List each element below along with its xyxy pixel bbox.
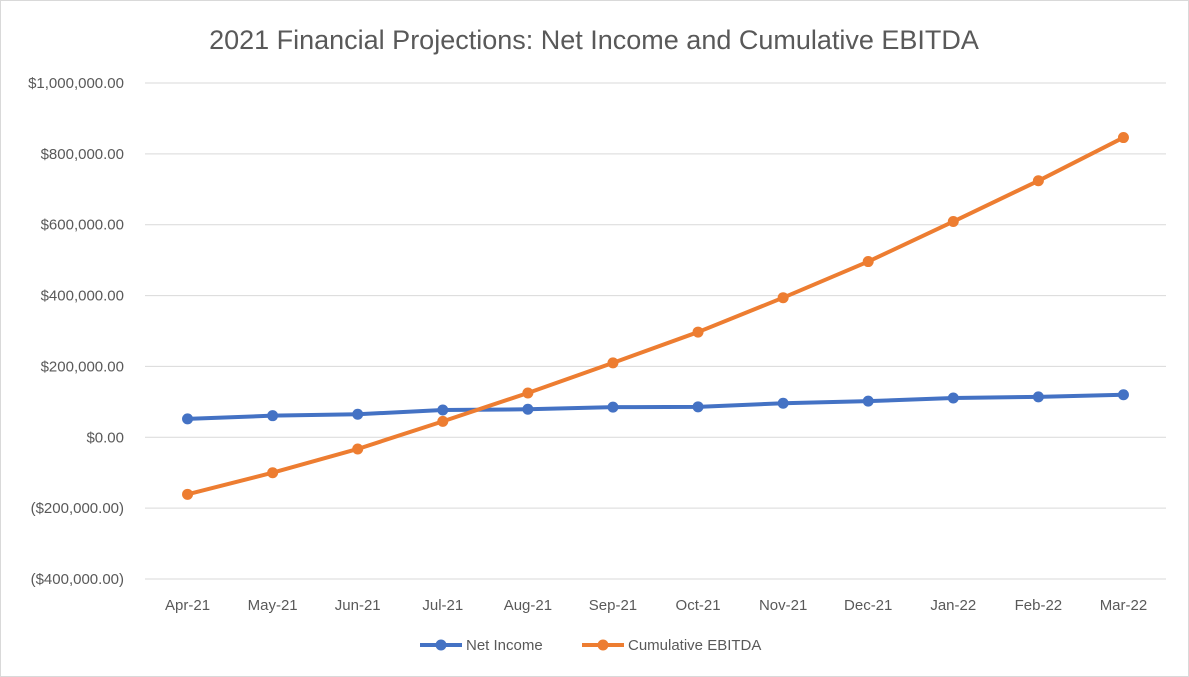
x-tick-label: May-21 [248,597,298,614]
x-tick-label: Aug-21 [504,597,552,614]
data-point [862,256,874,268]
x-tick-label: Jan-22 [930,597,976,614]
legend: Net Income Cumulative EBITDA [420,637,761,654]
chart-title: 2021 Financial Projections: Net Income a… [209,25,979,55]
y-tick-label: $1,000,000.00 [28,75,124,92]
data-point [1032,175,1044,187]
x-tick-label: Oct-21 [676,597,721,614]
data-point [1117,389,1129,401]
data-point [267,467,279,479]
y-tick-label: $0.00 [86,429,124,446]
legend-point-marker [597,639,609,651]
x-tick-label: Jun-21 [335,597,381,614]
data-point [777,292,789,304]
y-tick-label: $600,000.00 [41,217,124,234]
series-line [185,392,1126,421]
y-tick-label: $400,000.00 [41,288,124,305]
data-point [607,357,619,369]
series-cumulative-ebitda [182,132,1129,500]
legend-point-marker [435,639,447,651]
y-axis-tick-labels: ($400,000.00) ($200,000.00) $0.00 $200,000.… [28,75,124,588]
data-point [777,397,789,409]
data-point [522,387,534,399]
data-point [352,443,364,455]
data-point [182,488,194,500]
x-axis-tick-labels: Apr-21 May-21 Jun-21 Jul-21 Aug-21 Sep-21 Oct-… [165,597,1147,614]
series-layer [182,132,1129,500]
data-point [947,216,959,228]
grid-lines [145,82,1166,580]
x-tick-label: Feb-22 [1015,597,1063,614]
data-point [352,408,364,420]
series-line [185,135,1126,497]
data-point [947,392,959,404]
data-point [1032,391,1044,403]
series-net-income [182,389,1129,425]
legend-item: Cumulative EBITDA [582,637,761,654]
data-point [692,326,704,338]
data-point [607,401,619,413]
data-point [182,413,194,425]
data-point [1117,132,1129,144]
legend-label: Cumulative EBITDA [628,637,761,654]
x-tick-label: Nov-21 [759,597,807,614]
y-tick-label: $800,000.00 [41,146,124,163]
x-tick-label: Mar-22 [1100,597,1148,614]
data-point [437,415,449,427]
x-tick-label: Sep-21 [589,597,637,614]
data-point [522,403,534,415]
x-tick-label: Dec-21 [844,597,892,614]
y-tick-label: $200,000.00 [41,358,124,375]
x-tick-label: Jul-21 [422,597,463,614]
y-tick-label: ($200,000.00) [31,500,124,517]
data-point [437,404,449,416]
data-point [862,395,874,407]
y-tick-label: ($400,000.00) [31,571,124,588]
legend-item: Net Income [420,637,543,654]
data-point [692,401,704,413]
x-tick-label: Apr-21 [165,597,210,614]
legend-label: Net Income [466,637,543,654]
data-point [267,410,279,422]
